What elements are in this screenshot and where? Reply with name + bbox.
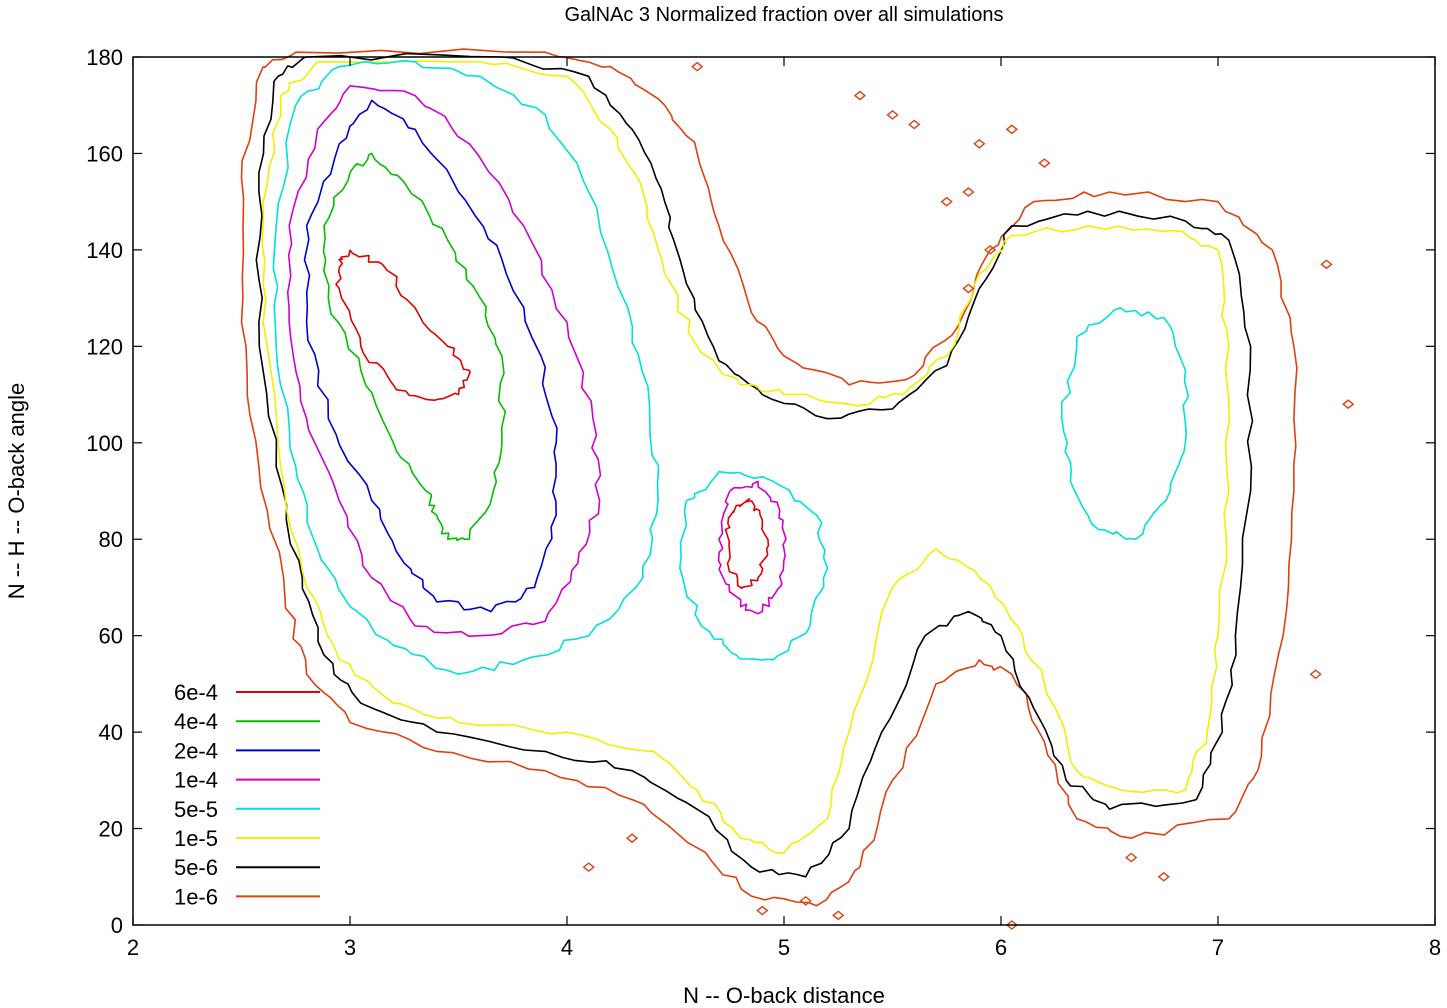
contour-line-6e-4 — [335, 249, 471, 402]
legend-label-6e-4: 6e-4 — [174, 680, 218, 705]
contour-island-1e-6 — [756, 905, 769, 916]
x-tick-label: 4 — [561, 935, 573, 960]
contour-island-1e-6 — [973, 138, 986, 149]
contour-island-1e-6 — [1005, 124, 1018, 135]
x-tick-label: 7 — [1212, 935, 1224, 960]
plot-area — [240, 48, 1355, 930]
contour-line-2e-4 — [303, 99, 558, 613]
contour-line-1e-5 — [261, 60, 1231, 854]
x-tick-label: 3 — [344, 935, 356, 960]
contour-line-4e-4 — [322, 152, 507, 542]
y-tick-label: 120 — [86, 334, 123, 359]
contour-line-1e-4 — [717, 480, 787, 615]
contour-island-1e-6 — [962, 187, 975, 197]
legend-label-1e-5: 1e-5 — [174, 826, 218, 851]
contour-island-1e-6 — [962, 283, 975, 294]
legend-label-2e-4: 2e-4 — [174, 738, 218, 763]
contour-island-1e-6 — [799, 895, 812, 906]
chart-title: GalNAc 3 Normalized fraction over all si… — [564, 4, 1003, 26]
legend-label-5e-6: 5e-6 — [174, 855, 218, 880]
x-tick-label: 6 — [995, 935, 1007, 960]
legend-label-5e-5: 5e-5 — [174, 797, 218, 822]
legend: 6e-4 4e-4 2e-4 1e-4 5e-5 1e-5 5e-6 1e-6 — [174, 680, 320, 909]
contour-island-1e-6 — [853, 90, 867, 101]
contour-line-1e-6 — [240, 48, 1298, 907]
x-tick-label: 5 — [778, 935, 790, 960]
contour-line-5e-5 — [1060, 306, 1190, 541]
y-tick-label: 80 — [99, 527, 123, 552]
contour-island-1e-6 — [1320, 259, 1333, 270]
x-tick-label: 2 — [127, 935, 139, 960]
contour-island-1e-6 — [1157, 871, 1170, 882]
x-tick-label: 8 — [1429, 935, 1441, 960]
legend-label-1e-6: 1e-6 — [174, 884, 218, 909]
legend-label-1e-4: 1e-4 — [174, 768, 218, 793]
contour-island-1e-6 — [984, 244, 997, 255]
contour-island-1e-6 — [886, 109, 899, 120]
contour-line-5e-5 — [272, 59, 660, 676]
contour-island-1e-6 — [1309, 669, 1322, 680]
contour-line-6e-4 — [724, 497, 770, 590]
y-tick-label: 0 — [111, 913, 123, 938]
contour-island-1e-6 — [1342, 399, 1355, 410]
y-tick-label: 100 — [86, 431, 123, 456]
contour-island-1e-6 — [582, 862, 595, 873]
contour-island-1e-6 — [691, 61, 704, 72]
contour-island-1e-6 — [625, 833, 639, 844]
y-tick-label: 160 — [86, 141, 123, 166]
contour-line-1e-4 — [286, 85, 602, 638]
contour-island-1e-6 — [908, 119, 921, 130]
y-tick-label: 40 — [99, 720, 123, 745]
y-axis-label: N -- H -- O-back angle — [4, 383, 29, 599]
y-tick-label: 60 — [99, 624, 123, 649]
x-axis-label: N -- O-back distance — [683, 983, 885, 1008]
legend-label-4e-4: 4e-4 — [174, 709, 218, 734]
contour-island-1e-6 — [832, 910, 845, 921]
y-tick-label: 180 — [86, 45, 123, 70]
contour-line-5e-6 — [255, 52, 1254, 878]
y-tick-label: 20 — [99, 817, 123, 842]
y-tick-label: 140 — [86, 238, 123, 263]
contour-island-1e-6 — [1038, 158, 1051, 168]
plot-frame — [132, 56, 1436, 926]
contour-line-5e-5 — [678, 470, 829, 661]
contour-island-1e-6 — [1125, 852, 1138, 863]
contour-island-1e-6 — [940, 196, 953, 207]
